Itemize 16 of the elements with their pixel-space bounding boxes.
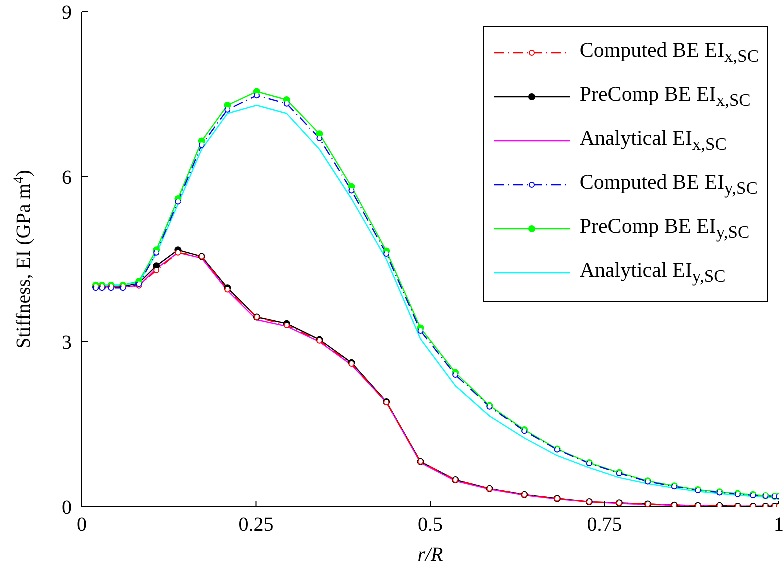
x-tick-label: 1	[774, 514, 784, 536]
legend-label: Analytical EI$_{y,SC}$	[580, 258, 726, 288]
legend-label: PreComp BE EI$_{x,SC}$	[580, 82, 751, 112]
x-tick-label: 0.5	[418, 514, 443, 536]
x-tick-label: 0.75	[587, 514, 622, 536]
legend-label: Analytical EI$_{x,SC}$	[580, 126, 727, 156]
y-tick-label: 6	[62, 167, 72, 190]
x-axis-title: r/R	[418, 544, 444, 566]
y-tick-label: 3	[62, 332, 72, 354]
legend-label: PreComp BE EI$_{y,SC}$	[580, 214, 750, 244]
x-tick-label: 0	[77, 514, 87, 536]
legend-label: Computed BE EI$_{x,SC}$	[580, 38, 759, 68]
y-tick-label: 9	[62, 2, 72, 24]
y-tick-label: 0	[62, 497, 72, 520]
x-tick-label: 0.25	[238, 514, 274, 536]
legend-label: Computed BE EI$_{y,SC}$	[580, 170, 758, 200]
